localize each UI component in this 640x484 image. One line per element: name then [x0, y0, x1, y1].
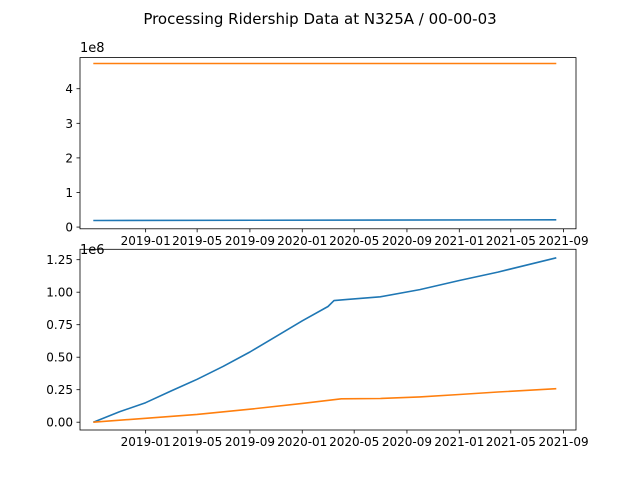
x-tick-label: 2021-09 — [538, 234, 588, 248]
top-plot-lines — [93, 62, 557, 222]
x-tick-label: 2019-05 — [172, 234, 222, 248]
top-offset-label: 1e8 — [80, 41, 105, 56]
x-tick-label: 2019-09 — [225, 234, 275, 248]
y-tick-label: 0.50 — [46, 351, 73, 365]
bottom-axes-frame — [79, 248, 577, 431]
x-tick-label: 2021-09 — [538, 435, 588, 449]
x-tick-label: 2019-01 — [121, 435, 171, 449]
bottom-subplot: 2019-01 2019-05 2019-09 2020-01 2020-05 2020-… — [46, 243, 588, 449]
top-y-ticks: 0 1 2 3 4 — [65, 82, 80, 235]
y-tick-label: 3 — [65, 117, 73, 131]
top-axes-frame — [79, 57, 577, 230]
x-tick-label: 2019-01 — [121, 234, 171, 248]
x-tick-label: 2020-05 — [329, 435, 379, 449]
y-tick-label: 4 — [65, 82, 73, 96]
x-tick-label: 2021-01 — [434, 234, 484, 248]
series-line-1 — [93, 219, 557, 222]
y-tick-label: 0.25 — [46, 383, 73, 397]
y-tick-label: 0.75 — [46, 318, 73, 332]
bottom-plot-lines — [93, 257, 557, 423]
x-tick-label: 2020-01 — [277, 234, 327, 248]
x-tick-label: 2021-05 — [486, 435, 536, 449]
x-tick-label: 2020-01 — [277, 435, 327, 449]
x-tick-label: 2020-09 — [382, 234, 432, 248]
top-x-ticks: 2019-01 2019-05 2019-09 2020-01 2020-05 2020-… — [121, 228, 589, 248]
y-tick-label: 1.00 — [46, 286, 73, 300]
y-tick-label: 1 — [65, 186, 73, 200]
series-line-2 — [93, 387, 557, 423]
series-line-1 — [93, 257, 557, 423]
x-tick-label: 2021-01 — [434, 435, 484, 449]
x-tick-label: 2019-05 — [172, 435, 222, 449]
y-tick-label: 0.00 — [46, 416, 73, 430]
figure-title: Processing Ridership Data at N325A / 00-… — [143, 10, 496, 28]
x-tick-label: 2021-05 — [486, 234, 536, 248]
y-tick-label: 1.25 — [46, 253, 73, 267]
y-tick-label: 0 — [65, 221, 73, 235]
bottom-y-ticks: 0.00 0.25 0.50 0.75 1.00 1.25 — [46, 253, 80, 430]
top-subplot: 2019-01 2019-05 2019-09 2020-01 2020-05 2020-… — [65, 41, 588, 248]
bottom-x-ticks: 2019-01 2019-05 2019-09 2020-01 2020-05 2020-… — [121, 430, 589, 449]
x-tick-label: 2019-09 — [225, 435, 275, 449]
x-tick-label: 2020-05 — [329, 234, 379, 248]
x-tick-label: 2020-09 — [382, 435, 432, 449]
y-tick-label: 2 — [65, 151, 73, 165]
bottom-offset-label: 1e6 — [80, 243, 105, 258]
